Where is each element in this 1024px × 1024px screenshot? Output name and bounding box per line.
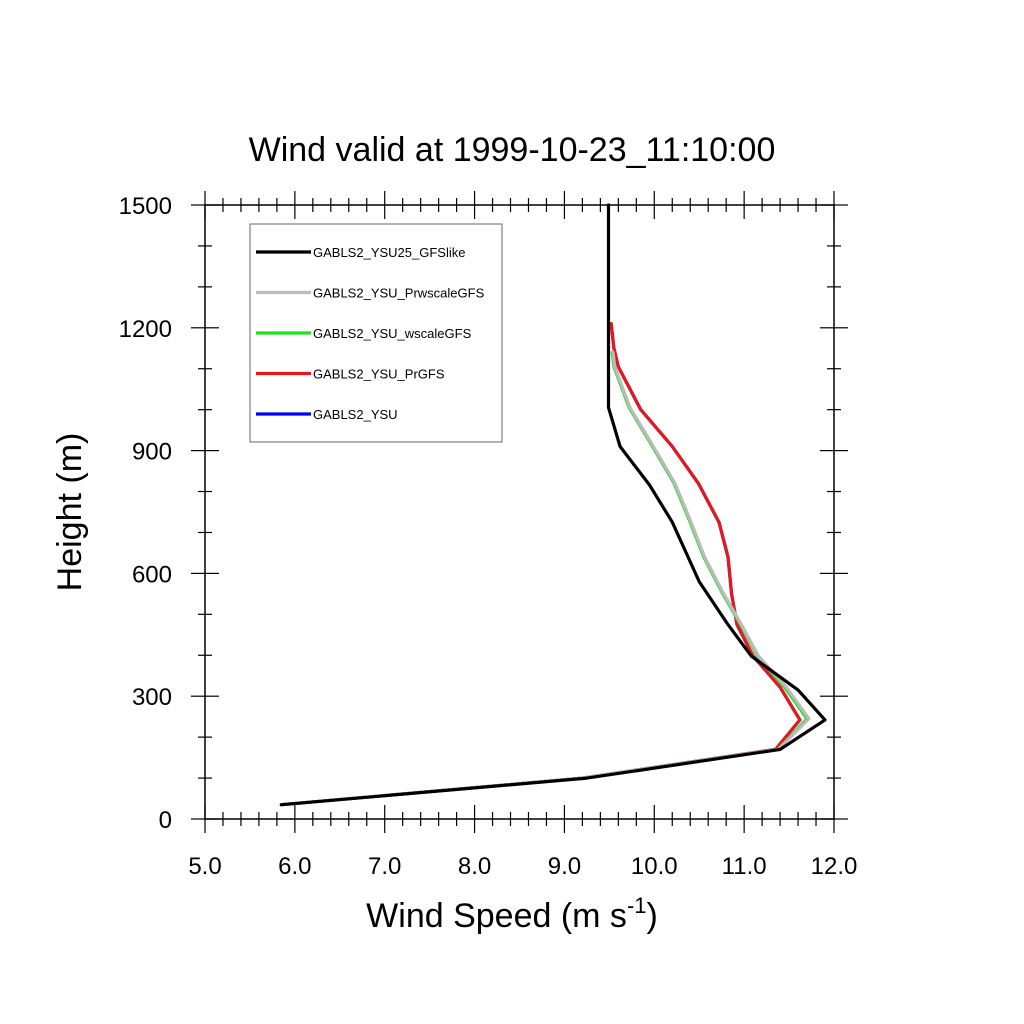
- x-axis-label: Wind Speed (m s-1): [366, 893, 658, 935]
- legend-label: GABLS2_YSU: [313, 407, 398, 422]
- ticks-layer: [191, 191, 848, 833]
- legend-label: GABLS2_YSU25_GFSlike: [313, 245, 465, 260]
- y-tick-label: 900: [132, 439, 172, 466]
- x-tick-label: 11.0: [722, 853, 767, 880]
- x-tick-label: 7.0: [368, 853, 401, 880]
- legend-label: GABLS2_YSU_PrGFS: [313, 367, 445, 382]
- y-tick-label: 1200: [119, 316, 172, 343]
- series-layer: [279, 203, 827, 807]
- y-tick-label: 0: [159, 807, 172, 834]
- legend-label: GABLS2_YSU_wscaleGFS: [313, 326, 472, 341]
- y-axis-label: Height (m): [51, 433, 89, 592]
- x-axis-label-superscript: -1: [627, 893, 647, 918]
- x-axis-label-close: ): [647, 897, 658, 935]
- plot-frame: [204, 204, 835, 820]
- y-tick-label: 600: [132, 561, 172, 588]
- x-tick-label: 8.0: [458, 853, 491, 880]
- legend-label: GABLS2_YSU_PrwscaleGFS: [313, 286, 485, 301]
- y-tick-label: 300: [132, 684, 172, 711]
- legend-items: GABLS2_YSU25_GFSlike GABLS2_YSU_PrwscaleG…: [256, 245, 485, 422]
- series-line-gabls2-ysu-prgfs: [279, 322, 802, 807]
- y-tick-label: 1500: [119, 193, 172, 220]
- tick-labels-layer: 5.0 6.0 7.0 8.0 9.0 10.0 11.0 12.0 0 300 600 900 120…: [119, 193, 858, 880]
- x-tick-label: 9.0: [548, 853, 581, 880]
- x-tick-label: 10.0: [631, 853, 678, 880]
- series-line-gabls2-ysu-prwscalegfs: [279, 350, 811, 807]
- x-tick-label: 5.0: [188, 853, 221, 880]
- series-line-gabls2-ysu25-gfslike: [279, 203, 827, 807]
- x-axis-label-main: Wind Speed (m s: [366, 897, 627, 935]
- x-tick-label: 12.0: [811, 853, 858, 880]
- chart-title: Wind valid at 1999-10-23_11:10:00: [249, 131, 776, 169]
- x-tick-label: 6.0: [278, 853, 311, 880]
- legend: GABLS2_YSU25_GFSlike GABLS2_YSU_PrwscaleG…: [249, 223, 503, 443]
